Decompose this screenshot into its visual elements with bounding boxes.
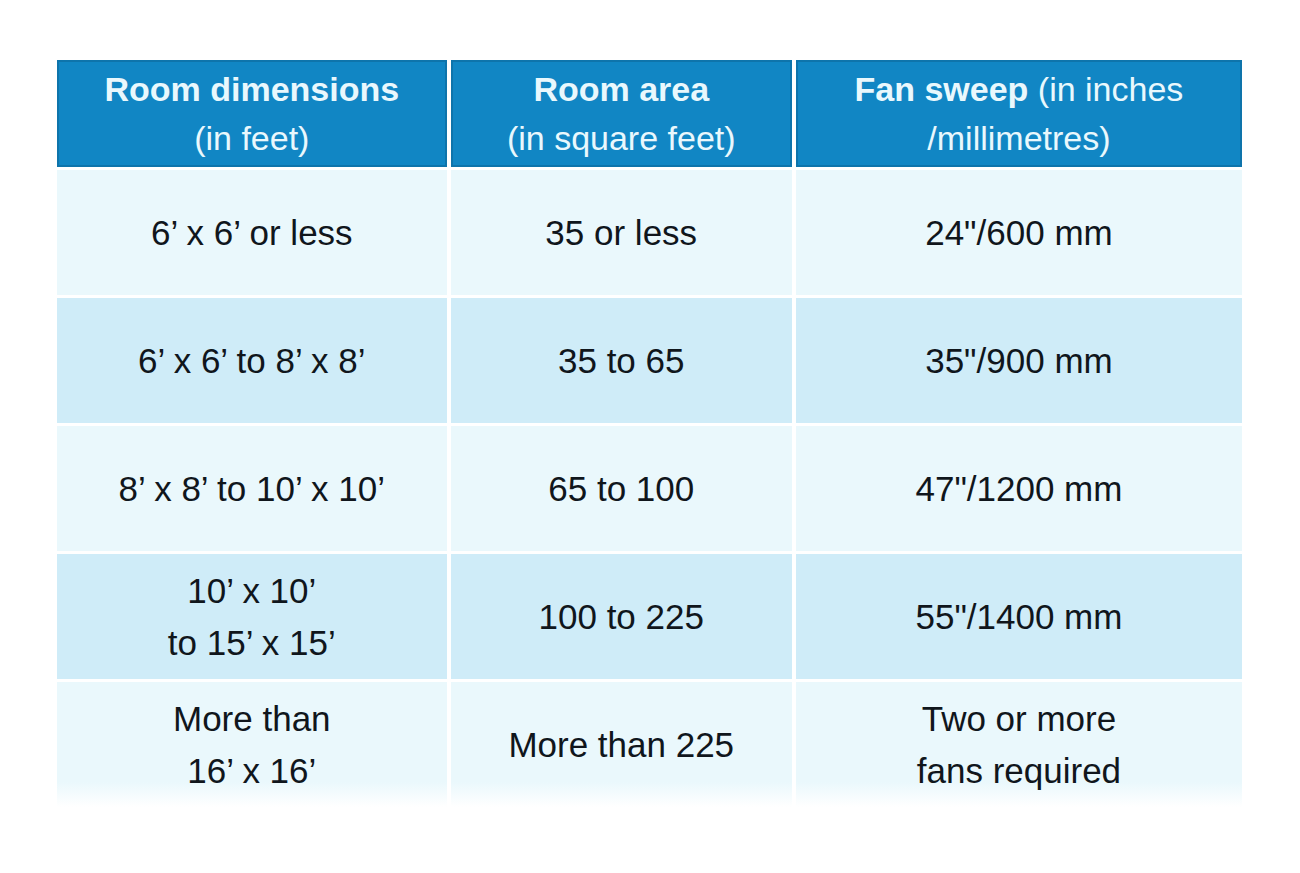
table-row-1: 6’ x 6’ or less 35 or less 24"/600 mm bbox=[57, 170, 1242, 295]
header-sub-room-area: (in square feet) bbox=[507, 119, 736, 157]
cell-fan-sweep-2: 35"/900 mm bbox=[796, 298, 1242, 423]
cell-room-area-3: 65 to 100 bbox=[451, 426, 792, 551]
cell-room-dimensions-3: 8’ x 8’ to 10’ x 10’ bbox=[57, 426, 447, 551]
cell-room-area-4: 100 to 225 bbox=[451, 554, 792, 679]
page-background: Room dimensions (in feet) Room area (in … bbox=[0, 0, 1300, 873]
header-bold-fan-sweep: Fan sweep bbox=[855, 70, 1029, 108]
cell-room-area-5: More than 225 bbox=[451, 682, 792, 807]
cell-room-area-1: 35 or less bbox=[451, 170, 792, 295]
cell-room-dimensions-4: 10’ x 10’ to 15’ x 15’ bbox=[57, 554, 447, 679]
column-header-fan-sweep: Fan sweep (in inches /millimetres) bbox=[796, 60, 1242, 167]
cell-room-area-2: 35 to 65 bbox=[451, 298, 792, 423]
cell-fan-sweep-1: 24"/600 mm bbox=[796, 170, 1242, 295]
table-row-4: 10’ x 10’ to 15’ x 15’ 100 to 225 55"/14… bbox=[57, 554, 1242, 679]
header-sub-room-dimensions: (in feet) bbox=[194, 119, 309, 157]
table-row-5: More than 16’ x 16’ More than 225 Two or… bbox=[57, 682, 1242, 807]
cell-fan-sweep-4: 55"/1400 mm bbox=[796, 554, 1242, 679]
header-bold-room-area: Room area bbox=[533, 70, 709, 108]
table-row-3: 8’ x 8’ to 10’ x 10’ 65 to 100 47"/1200 … bbox=[57, 426, 1242, 551]
table-row-2: 6’ x 6’ to 8’ x 8’ 35 to 65 35"/900 mm bbox=[57, 298, 1242, 423]
column-header-room-area: Room area (in square feet) bbox=[451, 60, 792, 167]
fan-size-chart-table: Room dimensions (in feet) Room area (in … bbox=[53, 57, 1246, 810]
column-header-room-dimensions: Room dimensions (in feet) bbox=[57, 60, 447, 167]
cell-fan-sweep-3: 47"/1200 mm bbox=[796, 426, 1242, 551]
cell-fan-sweep-5: Two or more fans required bbox=[796, 682, 1242, 807]
cell-room-dimensions-1: 6’ x 6’ or less bbox=[57, 170, 447, 295]
header-row: Room dimensions (in feet) Room area (in … bbox=[57, 60, 1242, 167]
cell-room-dimensions-5: More than 16’ x 16’ bbox=[57, 682, 447, 807]
header-bold-room-dimensions: Room dimensions bbox=[104, 70, 399, 108]
cell-room-dimensions-2: 6’ x 6’ to 8’ x 8’ bbox=[57, 298, 447, 423]
